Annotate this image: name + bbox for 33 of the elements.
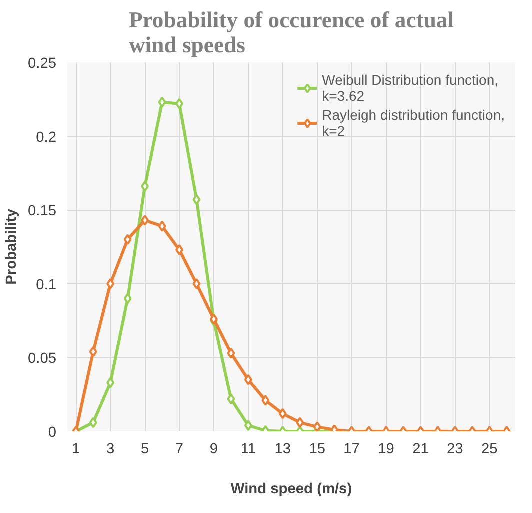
x-tick-label: 23 — [447, 442, 464, 458]
point — [141, 214, 150, 226]
y-tick-label: 0.2 — [36, 130, 56, 146]
y-tick-label: 0.1 — [36, 277, 56, 294]
point — [124, 234, 132, 246]
y-tick-label: 0 — [48, 425, 57, 441]
x-tick-label: 3 — [106, 442, 115, 458]
y-tick-label: 0.25 — [28, 56, 57, 72]
chart-title: Probability of occurence of actual wind speeds — [128, 8, 454, 58]
legend-label: Weibull Distribution function, k=3.62 — [322, 72, 500, 104]
x-tick-label: 9 — [210, 442, 218, 458]
point — [124, 293, 132, 304]
x-tick-label: 19 — [378, 442, 394, 458]
y-tick-label: 0.15 — [28, 204, 57, 220]
x-tick-label: 11 — [240, 442, 256, 458]
x-tick-label: 17 — [344, 442, 360, 458]
x-tick-label: 7 — [175, 442, 184, 458]
point — [141, 180, 150, 192]
x-tick-label: 1 — [72, 442, 80, 458]
point — [106, 278, 115, 290]
point — [192, 278, 201, 290]
point — [192, 194, 201, 206]
y-axis-title: Probability — [4, 208, 20, 285]
x-tick-label: 5 — [140, 442, 150, 458]
point — [158, 220, 166, 232]
point — [158, 96, 166, 108]
x-tick-label: 13 — [274, 442, 292, 458]
x-tick-label: 15 — [309, 442, 326, 458]
x-tick-label: 25 — [482, 442, 498, 458]
x-axis-title: Wind speed (m/s) — [230, 482, 352, 498]
x-tick-label: 21 — [412, 442, 429, 458]
y-tick-label: 0.05 — [28, 351, 57, 368]
legend-label: Rayleigh distribution function, k=2 — [322, 107, 505, 139]
